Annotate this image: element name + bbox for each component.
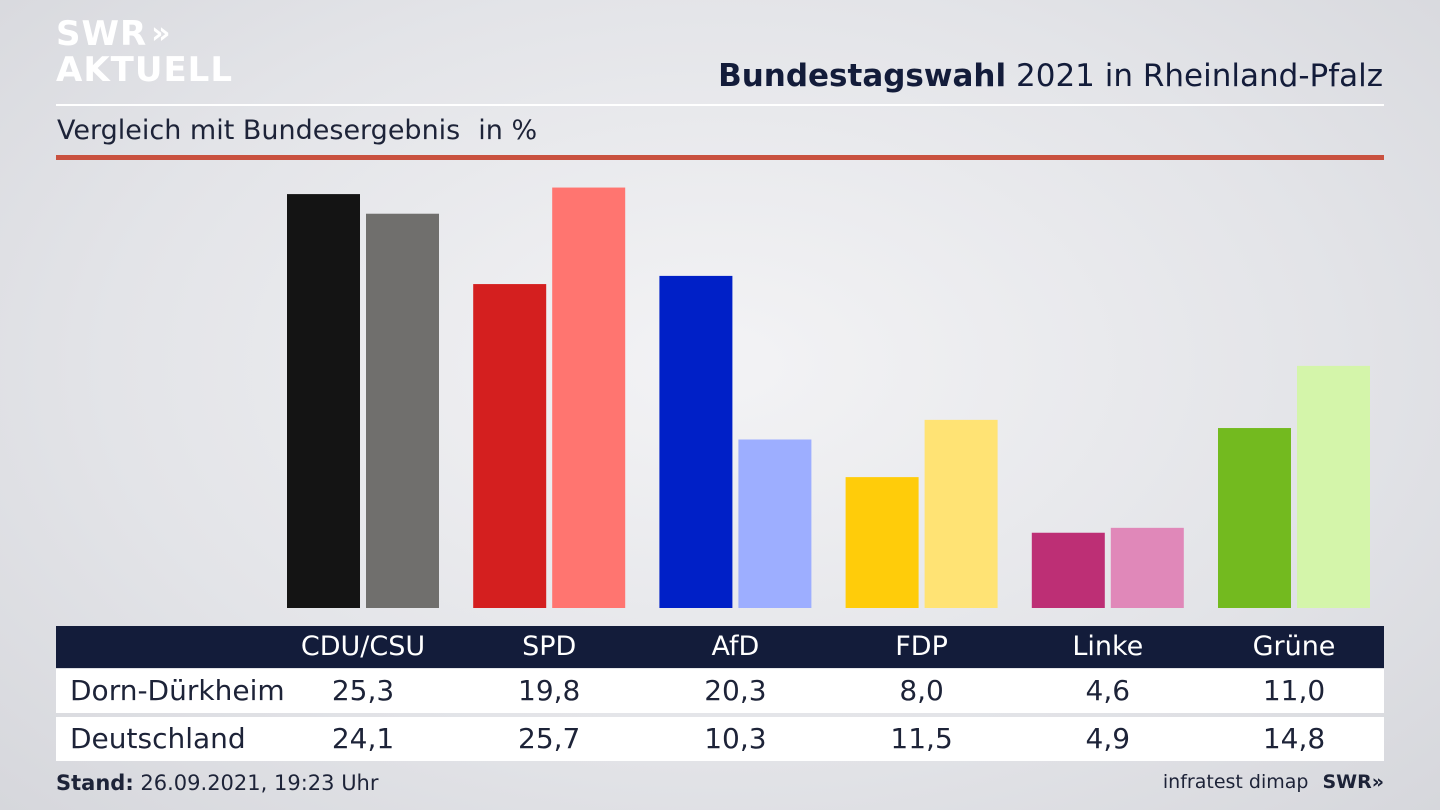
stand-label: Stand: xyxy=(56,771,134,795)
bar-cdu-csu-national xyxy=(366,213,439,608)
bar-fdp-national xyxy=(924,419,998,608)
value-fdp-region: 8,0 xyxy=(899,674,944,707)
source-credit: infratest dimap SWR» xyxy=(1163,771,1384,793)
bar-afd-region xyxy=(659,275,733,608)
bar-chart xyxy=(287,187,1370,609)
subtitle-text: Vergleich mit Bundesergebnis xyxy=(57,115,461,146)
bar-gr-ne-region xyxy=(1218,428,1291,608)
value-afd-national: 10,3 xyxy=(704,722,767,755)
bar-linke-national xyxy=(1110,527,1184,608)
header-divider xyxy=(56,104,1384,106)
bar-gr-ne-national xyxy=(1297,365,1370,608)
row-label-region: Dorn-Dürkheim xyxy=(70,674,285,707)
category-label-afd: AfD xyxy=(711,631,760,662)
source-text: infratest dimap xyxy=(1162,771,1309,793)
title-bold: Bundestagswahl xyxy=(718,58,1007,94)
value-afd-region: 20,3 xyxy=(704,674,767,707)
table-header: CDU/CSU SPD AfD FDP Linke Grüne xyxy=(56,626,1384,668)
value-linke-region: 4,6 xyxy=(1085,674,1131,707)
bar-fdp-region xyxy=(845,477,919,608)
swr-brand-logo: SWR» xyxy=(1322,771,1384,793)
accent-divider xyxy=(56,155,1384,160)
timestamp: Stand: 26.09.2021, 19:23 Uhr xyxy=(56,771,379,795)
stand-value: 26.09.2021, 19:23 Uhr xyxy=(140,771,379,795)
bar-spd-region xyxy=(473,284,547,608)
value-fdp-national: 11,5 xyxy=(890,722,953,755)
value-linke-national: 4,9 xyxy=(1085,722,1131,755)
subtitle-unit: in % xyxy=(478,115,538,146)
category-label-linke: Linke xyxy=(1072,631,1144,662)
category-label-fdp: FDP xyxy=(895,631,948,662)
value-spd-national: 25,7 xyxy=(518,722,581,755)
bar-linke-region xyxy=(1031,532,1105,608)
table-row-region: Dorn-Dürkheim 25,3 19,8 20,3 8,0 4,6 11,0 xyxy=(56,669,1384,713)
page-title: Bundestagswahl 2021 in Rheinland-Pfalz xyxy=(718,58,1383,94)
value-gr-ne-national: 14,8 xyxy=(1262,722,1326,755)
row-label-national: Deutschland xyxy=(70,722,246,755)
chart-subtitle: Vergleich mit Bundesergebnis in % xyxy=(57,115,537,146)
category-label-spd: SPD xyxy=(522,631,577,662)
title-rest: 2021 in Rheinland-Pfalz xyxy=(1016,58,1383,94)
category-label-gr-ne: Grüne xyxy=(1252,631,1336,662)
value-gr-ne-region: 11,0 xyxy=(1262,674,1326,707)
value-spd-region: 19,8 xyxy=(518,674,581,707)
table-row-national: Deutschland 24,1 25,7 10,3 11,5 4,9 14,8 xyxy=(56,717,1384,761)
swr-aktuell-logo: SWR» AKTUELL xyxy=(56,16,233,88)
value-cdu-csu-national: 24,1 xyxy=(331,722,395,755)
bar-afd-national xyxy=(738,439,812,608)
bar-cdu-csu-region xyxy=(287,194,360,609)
logo-swr-text: SWR xyxy=(56,14,148,54)
bar-spd-national xyxy=(552,187,626,608)
category-label-cdu-csu: CDU/CSU xyxy=(300,631,426,662)
value-cdu-csu-region: 25,3 xyxy=(331,674,395,707)
logo-aktuell-text: AKTUELL xyxy=(56,50,234,90)
